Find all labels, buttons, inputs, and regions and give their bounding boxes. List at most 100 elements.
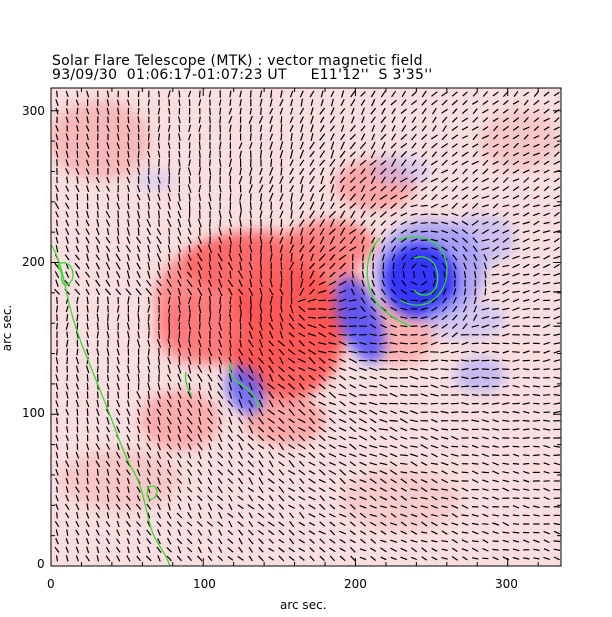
field-vector xyxy=(409,410,419,415)
field-vector xyxy=(177,391,182,399)
field-vector xyxy=(400,530,408,535)
field-vector xyxy=(298,460,305,467)
field-vector xyxy=(259,244,263,253)
field-vector xyxy=(278,469,285,476)
field-vector xyxy=(328,453,337,458)
field-vector xyxy=(178,158,181,167)
field-vector xyxy=(217,253,223,262)
field-vector xyxy=(543,100,550,105)
field-vector xyxy=(156,244,162,254)
field-vector xyxy=(339,383,347,390)
field-vector xyxy=(328,469,337,475)
field-vector xyxy=(168,99,171,107)
field-vector xyxy=(338,341,347,346)
field-vector xyxy=(523,108,530,114)
field-vector xyxy=(278,494,285,502)
field-vector xyxy=(391,108,396,115)
field-vector xyxy=(391,133,397,141)
field-vector xyxy=(238,425,244,434)
field-vector xyxy=(461,176,469,184)
field-vector xyxy=(105,262,111,270)
field-vector xyxy=(75,555,79,562)
field-vector xyxy=(116,142,120,149)
field-vector xyxy=(431,478,438,484)
field-vector xyxy=(431,185,438,192)
field-vector xyxy=(512,298,520,303)
field-vector xyxy=(117,124,120,132)
field-vector xyxy=(309,547,315,553)
field-vector xyxy=(105,529,111,536)
field-vector xyxy=(349,202,357,209)
field-vector xyxy=(339,358,347,363)
neutral-line-contours xyxy=(51,236,448,566)
field-vector xyxy=(288,487,296,492)
field-vector xyxy=(136,271,141,279)
field-vector xyxy=(328,436,337,440)
field-vector xyxy=(258,382,264,390)
field-vector xyxy=(239,218,242,228)
field-vector xyxy=(157,434,161,442)
field-vector xyxy=(269,176,274,184)
field-vector xyxy=(76,236,79,244)
field-vector xyxy=(461,194,469,200)
field-vector xyxy=(127,219,130,227)
field-vector xyxy=(348,299,357,302)
field-vector xyxy=(96,245,100,253)
field-vector xyxy=(106,383,110,390)
field-vector xyxy=(533,195,540,200)
field-vector xyxy=(474,271,477,279)
field-vector xyxy=(371,98,376,107)
field-vector xyxy=(481,298,490,303)
field-vector xyxy=(96,305,99,313)
field-vector xyxy=(137,365,140,374)
field-vector xyxy=(115,253,121,262)
field-vector xyxy=(349,375,357,380)
field-vector xyxy=(329,555,336,562)
field-vector xyxy=(543,152,550,157)
field-vector xyxy=(461,393,469,397)
field-vector xyxy=(380,315,387,320)
field-vector xyxy=(400,108,407,114)
field-vector xyxy=(461,359,469,362)
field-vector xyxy=(197,555,203,562)
field-vector xyxy=(309,201,315,210)
field-vector xyxy=(239,90,242,98)
field-vector xyxy=(462,203,468,209)
field-vector xyxy=(106,486,110,493)
field-vector xyxy=(420,521,428,527)
field-vector xyxy=(370,314,377,321)
field-vector xyxy=(451,504,459,509)
field-vector xyxy=(440,453,449,458)
field-vector xyxy=(543,471,550,474)
field-vector xyxy=(368,367,378,372)
field-vector xyxy=(532,281,540,285)
field-vector xyxy=(553,462,560,466)
field-vector xyxy=(166,511,172,519)
field-vector xyxy=(380,513,387,518)
field-vector xyxy=(116,399,121,408)
field-vector xyxy=(391,116,396,124)
field-vector xyxy=(328,316,337,319)
field-vector xyxy=(298,555,305,561)
field-vector xyxy=(390,505,397,509)
field-vector xyxy=(443,271,446,279)
field-vector xyxy=(329,538,336,544)
field-vector xyxy=(249,313,252,323)
field-vector xyxy=(277,426,286,433)
field-vector xyxy=(228,167,233,176)
field-vector xyxy=(411,125,417,132)
field-vector xyxy=(127,116,130,124)
field-vector xyxy=(198,304,202,314)
field-vector xyxy=(125,503,131,511)
field-vector xyxy=(197,287,203,296)
field-vector xyxy=(410,385,418,388)
field-vector xyxy=(290,192,293,202)
field-vector xyxy=(542,290,551,293)
field-vector xyxy=(431,255,438,260)
field-vector xyxy=(115,503,121,510)
field-vector xyxy=(239,339,242,348)
field-vector xyxy=(460,350,470,354)
field-vector xyxy=(461,229,469,235)
field-vector xyxy=(279,210,284,219)
field-vector xyxy=(65,150,69,158)
